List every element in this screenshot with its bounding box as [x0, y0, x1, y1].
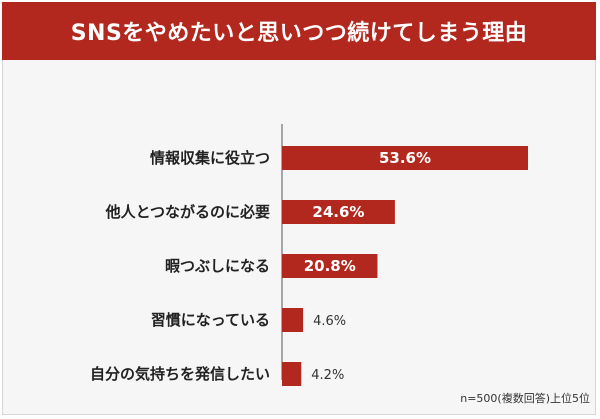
- value-label: 20.8%: [304, 257, 356, 275]
- category-label: 習慣になっている: [151, 311, 270, 329]
- category-label: 他人とつながるのに必要: [105, 203, 270, 221]
- bar: [282, 362, 302, 386]
- bar: [282, 146, 528, 170]
- value-label: 24.6%: [312, 203, 364, 221]
- value-label: 4.2%: [311, 368, 344, 383]
- bar: [282, 308, 304, 332]
- value-label: 53.6%: [379, 149, 431, 167]
- category-label: 暇つぶしになる: [165, 257, 270, 275]
- bar: [282, 200, 395, 224]
- category-label: 情報収集に役立つ: [150, 149, 270, 167]
- chart-title: SNSをやめたいと思いつつ続けてしまう理由: [70, 21, 528, 46]
- value-label: 4.6%: [313, 314, 346, 329]
- category-label: 自分の気持ちを発信したい: [90, 365, 270, 383]
- title-banner: SNSをやめたいと思いつつ続けてしまう理由: [2, 2, 596, 60]
- bar: [282, 254, 378, 278]
- sample-note: n=500(複数回答)上位5位: [460, 392, 590, 405]
